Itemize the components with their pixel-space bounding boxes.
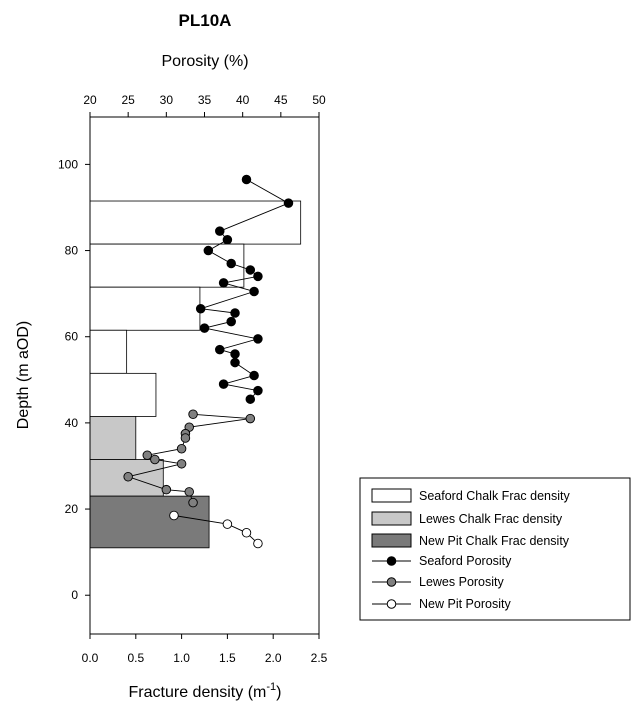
left-tick-label: 80 [65, 244, 79, 258]
legend-marker-lewes-porosity [386, 577, 397, 587]
point-new-pit-porosity-0 [169, 510, 179, 521]
point-seaford-porosity-14 [253, 334, 263, 344]
point-new-pit-porosity-3 [253, 538, 263, 549]
point-lewes-porosity-4 [180, 433, 191, 443]
point-seaford-porosity-4 [203, 245, 214, 256]
legend-label-lewes-frac: Lewes Chalk Frac density [419, 512, 563, 526]
point-seaford-porosity-19 [218, 379, 229, 389]
axis-ticks: 20 25 30 35 40 45 50 0.0 0.5 1.0 1.5 2.0 2.5 0 20 40 60 8… [58, 93, 328, 665]
top-tick-label: 20 [83, 93, 97, 107]
point-lewes-porosity-10 [161, 484, 172, 495]
legend-label-lewes-porosity: Lewes Porosity [419, 575, 505, 589]
point-seaford-porosity-13 [199, 323, 210, 333]
porosity-series [123, 174, 294, 549]
left-tick-label: 40 [65, 416, 79, 430]
point-seaford-porosity-9 [249, 286, 259, 297]
legend-label-newpit-porosity: New Pit Porosity [419, 597, 511, 611]
legend-marker-newpit-porosity [386, 599, 397, 609]
point-new-pit-porosity-2 [241, 528, 252, 538]
top-tick-label: 40 [236, 93, 250, 107]
point-lewes-porosity-0 [188, 409, 198, 420]
legend-label-seaford-porosity: Seaford Porosity [419, 554, 512, 568]
left-tick-label: 100 [58, 157, 78, 171]
point-seaford-porosity-15 [215, 344, 225, 355]
point-new-pit-porosity-1 [222, 519, 233, 529]
frac-bar-lewes-chalk-frac-density-5 [89, 416, 137, 460]
point-seaford-porosity-5 [226, 258, 236, 269]
point-seaford-porosity-1 [283, 198, 294, 208]
bottom-axis-title: Fracture density (m-1) [129, 681, 282, 701]
point-seaford-porosity-11 [230, 308, 240, 318]
point-lewes-porosity-7 [150, 454, 160, 465]
point-seaford-porosity-17 [230, 357, 240, 368]
legend-swatch-lewes-frac [371, 511, 412, 526]
legend-marker-seaford-porosity [386, 556, 397, 566]
top-tick-label: 25 [121, 93, 135, 107]
line-new-pit-porosity [173, 515, 259, 544]
frac-bar-seaford-chalk-frac-density-3 [89, 329, 128, 374]
point-lewes-porosity-1 [245, 413, 256, 424]
top-tick-label: 30 [160, 93, 174, 107]
bottom-tick-label: 2.5 [311, 651, 328, 665]
line-seaford-porosity [200, 179, 290, 400]
top-tick-label: 35 [198, 93, 212, 107]
left-tick-label: 0 [71, 588, 78, 602]
point-seaford-porosity-18 [249, 370, 259, 381]
top-axis-title: Porosity (%) [161, 53, 248, 70]
point-lewes-porosity-11 [184, 487, 194, 497]
point-seaford-porosity-3 [222, 235, 233, 245]
top-tick-label: 45 [274, 93, 288, 107]
legend-label-seaford-frac: Seaford Chalk Frac density [419, 489, 571, 503]
frac-bar-seaford-chalk-frac-density-1 [89, 243, 245, 288]
point-lewes-porosity-12 [188, 497, 198, 508]
legend: Seaford Chalk Frac density Lewes Chalk F… [359, 477, 631, 621]
frac-bar-seaford-chalk-frac-density-4 [89, 372, 157, 417]
point-seaford-porosity-2 [215, 226, 225, 236]
point-seaford-porosity-12 [226, 316, 236, 327]
point-lewes-porosity-6 [142, 450, 152, 460]
frac-bar-seaford-chalk-frac-density-2 [89, 286, 201, 331]
point-lewes-porosity-5 [176, 443, 187, 454]
point-seaford-porosity-20 [253, 385, 263, 396]
left-tick-label: 60 [65, 330, 79, 344]
chart-title: PL10A [179, 11, 232, 30]
bottom-tick-label: 0.0 [82, 651, 99, 665]
left-axis-title: Depth (m aOD) [15, 321, 32, 429]
point-seaford-porosity-10 [195, 303, 206, 314]
point-seaford-porosity-8 [218, 278, 229, 288]
legend-swatch-newpit-frac [371, 533, 412, 548]
point-seaford-porosity-7 [253, 271, 263, 282]
frac-bar-seaford-chalk-frac-density-0 [89, 200, 302, 245]
bottom-tick-label: 2.0 [265, 651, 282, 665]
bottom-tick-label: 0.5 [127, 651, 144, 665]
bottom-tick-label: 1.0 [173, 651, 190, 665]
left-tick-label: 20 [65, 502, 79, 516]
point-lewes-porosity-8 [176, 459, 187, 469]
point-lewes-porosity-9 [123, 471, 133, 482]
fracture-density-bars [89, 200, 302, 549]
legend-swatch-seaford-frac [371, 488, 412, 503]
legend-label-newpit-frac: New Pit Chalk Frac density [419, 534, 570, 548]
point-seaford-porosity-21 [245, 394, 256, 404]
top-tick-label: 50 [312, 93, 326, 107]
bottom-tick-label: 1.5 [219, 651, 236, 665]
point-seaford-porosity-6 [245, 265, 256, 275]
point-seaford-porosity-0 [241, 174, 252, 185]
point-seaford-porosity-16 [230, 349, 240, 359]
